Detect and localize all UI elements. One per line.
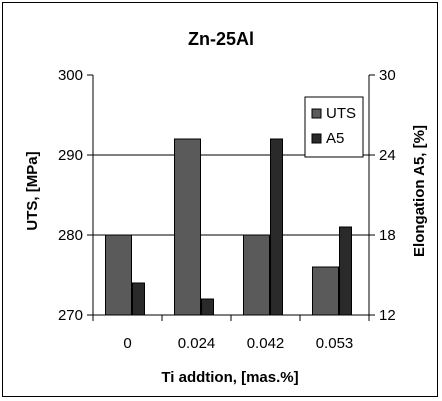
y-axis-label: UTS, [MPa] bbox=[24, 151, 41, 230]
y-tick-label: 300 bbox=[58, 67, 83, 84]
y-tick-label: 280 bbox=[58, 227, 83, 244]
y2-axis-label: Elongation A5, [%] bbox=[411, 125, 428, 257]
legend-swatch-uts bbox=[311, 108, 322, 119]
bar-uts-0.053 bbox=[312, 266, 339, 316]
chart-frame bbox=[2, 2, 438, 397]
bar-uts-0.042 bbox=[243, 234, 270, 316]
bar-a5-0.024 bbox=[201, 298, 214, 316]
y2-tick-label: 18 bbox=[379, 227, 396, 244]
plot-area: 300 290 280 270 30 24 18 12 0 0.024 0.042 0.053 UTS A… bbox=[58, 67, 396, 352]
y-tick-label: 270 bbox=[58, 307, 83, 324]
chart-title: Zn-25Al bbox=[188, 29, 254, 49]
y-tick-label: 290 bbox=[58, 147, 83, 164]
x-tick-label: 0.042 bbox=[247, 335, 285, 352]
bar-a5-0.053 bbox=[339, 226, 352, 316]
y2-tick-label: 30 bbox=[379, 67, 396, 84]
x-tick-label: 0.053 bbox=[316, 335, 354, 352]
bar-a5-0.042 bbox=[270, 138, 283, 316]
legend-swatch-a5 bbox=[311, 133, 322, 144]
bar-a5-0 bbox=[132, 282, 145, 316]
y2-tick-label: 24 bbox=[379, 147, 396, 164]
bar-uts-0.024 bbox=[174, 138, 201, 316]
x-axis-label: Ti addtion, [mas.%] bbox=[161, 369, 298, 386]
bar-uts-0 bbox=[105, 234, 132, 316]
legend-label-uts: UTS bbox=[326, 105, 356, 122]
y2-tick-label: 12 bbox=[379, 307, 396, 324]
x-tick-label: 0.024 bbox=[178, 335, 216, 352]
legend-box bbox=[304, 96, 364, 158]
legend-label-a5: A5 bbox=[326, 130, 344, 147]
x-tick-label: 0 bbox=[123, 335, 131, 352]
